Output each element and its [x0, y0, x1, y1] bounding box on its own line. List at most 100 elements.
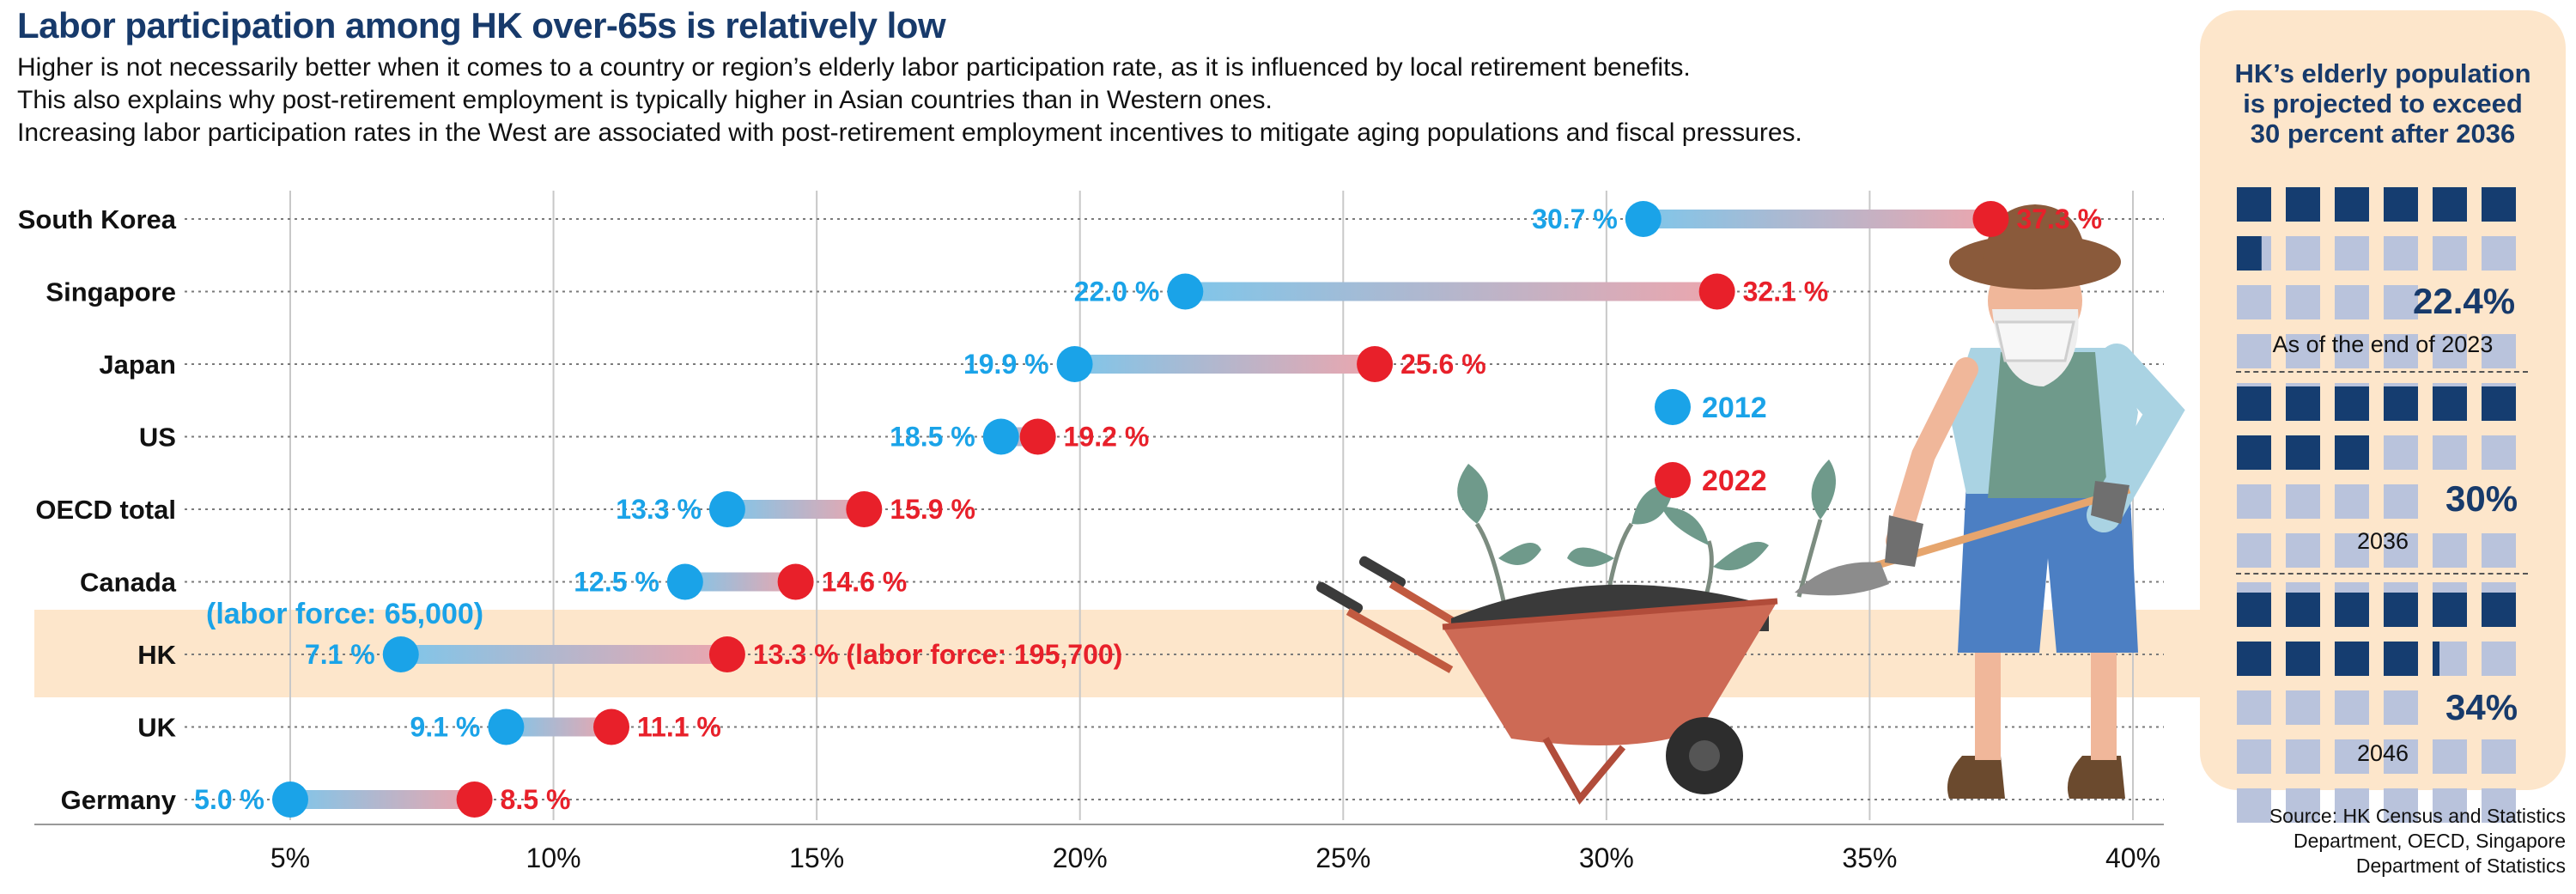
value-label-2022: 25.6 %: [1400, 349, 1486, 380]
x-tick-label: 5%: [270, 842, 310, 873]
point-2012: [983, 419, 1019, 455]
waffle-square-fill: [2335, 642, 2369, 676]
waffle-square: [2482, 435, 2516, 470]
leaf: [1812, 459, 1836, 520]
waffle-square-fill: [2384, 386, 2418, 421]
panel-title: HK’s elderly population is projected to …: [2200, 58, 2566, 149]
waffle-square-fill: [2433, 642, 2439, 676]
value-label-2022: 14.6 %: [822, 567, 908, 598]
farmer-arm: [1898, 369, 1966, 541]
point-2012: [709, 491, 745, 527]
point-2012: [272, 781, 308, 818]
leaf: [1662, 507, 1709, 545]
waffle-square: [2335, 285, 2369, 319]
panel-caption-2046: 2046: [2200, 740, 2566, 767]
value-label-2012: 5.0 %: [194, 784, 264, 815]
x-tick-label: 25%: [1315, 842, 1370, 873]
point-2012: [1625, 201, 1662, 237]
range-bar: [1185, 283, 1716, 301]
value-label-2012: 18.5 %: [890, 422, 975, 453]
waffle-square-fill: [2286, 386, 2320, 421]
waffle-square-fill: [2237, 593, 2271, 627]
x-tick-label: 40%: [2105, 842, 2160, 873]
range-bar: [401, 645, 727, 664]
waffle-square-fill: [2433, 593, 2467, 627]
panel-title-line-2: is projected to exceed: [2200, 88, 2566, 119]
legend-marker-2012: [1655, 389, 1691, 425]
leaf: [1457, 464, 1488, 524]
panel-percent-2046: 34%: [2445, 687, 2518, 728]
row-label: US: [139, 423, 176, 453]
waffle-square: [2482, 236, 2516, 271]
point-2012: [383, 636, 419, 672]
panel-divider: [2236, 371, 2528, 373]
waffle-square-fill: [2286, 593, 2320, 627]
row-label: Japan: [99, 350, 176, 380]
waffle-square: [2286, 236, 2320, 271]
leaf: [1498, 543, 1541, 565]
row-label: Singapore: [46, 277, 176, 307]
waffle-square-fill: [2335, 386, 2369, 421]
row-label: OECD total: [35, 495, 176, 525]
waffle-square-fill: [2384, 593, 2418, 627]
waffle-square-fill: [2286, 642, 2320, 676]
value-label-2022: 32.1 %: [1743, 277, 1829, 307]
point-2012: [667, 564, 703, 600]
x-tick-label: 10%: [526, 842, 581, 873]
x-tick-label: 35%: [1842, 842, 1897, 873]
waffle-square-fill: [2286, 435, 2320, 470]
waffle-square-fill: [2237, 236, 2262, 271]
point-2022: [778, 564, 814, 600]
x-tick-label: 15%: [789, 842, 844, 873]
waffle-square-fill: [2384, 642, 2418, 676]
farmer-boot: [1947, 756, 2005, 799]
farmer-glove: [1885, 515, 1923, 567]
panel-divider: [2236, 573, 2528, 575]
waffle-square: [2286, 484, 2320, 519]
value-label-2012: 7.1 %: [305, 639, 375, 670]
source-line-1: Source: HK Census and Statistics: [2198, 804, 2566, 829]
waffle-square: [2433, 236, 2467, 271]
point-2022: [1972, 201, 2008, 237]
point-2022: [709, 636, 745, 672]
panel-title-line-3: 30 percent after 2036: [2200, 119, 2566, 149]
waffle-square: [2286, 285, 2320, 319]
waffle-square-fill: [2237, 435, 2271, 470]
farmer-leg: [2091, 636, 2117, 760]
range-bar: [1643, 210, 1991, 228]
row-label: Canada: [80, 568, 177, 598]
row-label: HK: [137, 640, 176, 670]
waffle-square: [2384, 435, 2418, 470]
point-2012: [1167, 274, 1203, 310]
value-label-2022: 19.2 %: [1064, 422, 1150, 453]
waffle-square-fill: [2384, 187, 2418, 222]
waffle-square-fill: [2237, 386, 2271, 421]
range-bar: [290, 790, 475, 809]
panel-caption-2036: 2036: [2200, 528, 2566, 555]
value-label-2012: 9.1 %: [410, 712, 481, 743]
point-2022: [593, 709, 629, 745]
value-label-2012: 12.5 %: [574, 567, 659, 598]
value-label-2012: 22.0 %: [1074, 277, 1160, 307]
waffle-square: [2384, 484, 2418, 519]
dumbbell-chart: 5% 10% 15% 20% 25% 30% 35% 40%: [0, 0, 2576, 894]
waffle-square: [2286, 690, 2320, 725]
panel-title-line-1: HK’s elderly population: [2200, 58, 2566, 88]
waffle-square: [2384, 690, 2418, 725]
panel-caption-2023: As of the end of 2023: [2200, 331, 2566, 358]
point-2012: [1057, 346, 1093, 382]
farmer-boot: [2068, 756, 2125, 799]
value-label-2022: 13.3 % (labor force: 195,700): [753, 639, 1122, 670]
waffle-square-fill: [2482, 187, 2516, 222]
source-line-3: Department of Statistics: [2198, 854, 2566, 879]
wheelbarrow-leg: [1546, 739, 1623, 799]
waffle-square-fill: [2433, 386, 2467, 421]
legend-label-2022: 2022: [1702, 465, 1767, 497]
waffle-square-fill: [2433, 187, 2467, 222]
farmer-mask: [1996, 322, 2074, 361]
value-label-2022: 11.1 %: [637, 712, 721, 743]
waffle-square: [2384, 236, 2418, 271]
point-2022: [457, 781, 493, 818]
waffle-square-fill: [2482, 386, 2516, 421]
x-tick-label: 20%: [1053, 842, 1108, 873]
